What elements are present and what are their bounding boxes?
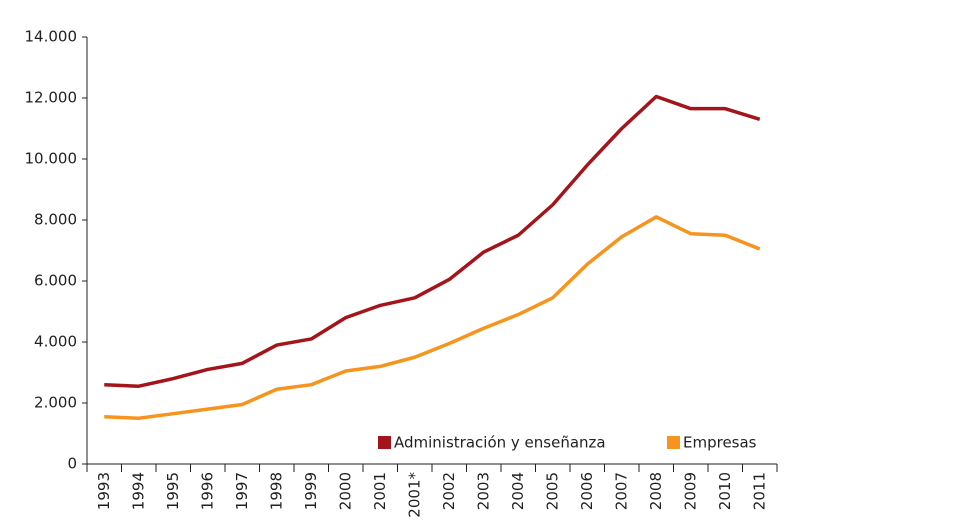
y-tick-label: 8.000 [34, 211, 77, 229]
x-tick-label: 2003 [474, 472, 492, 510]
x-tick-label: 1997 [233, 472, 251, 510]
x-tick-label: 1993 [95, 472, 113, 510]
y-tick-label: 0 [67, 455, 77, 473]
x-tick-label: 2000 [336, 472, 354, 510]
x-tick-label: 2011 [750, 472, 768, 510]
x-tick-label: 1996 [198, 472, 216, 510]
x-tick-label: 2009 [681, 472, 699, 510]
y-tick-label: 6.000 [34, 272, 77, 290]
x-tick-label: 1995 [164, 472, 182, 510]
x-tick-label: 1994 [129, 472, 147, 510]
legend-swatch [378, 436, 391, 449]
x-tick-label: 2008 [647, 472, 665, 510]
x-tick-label: 2004 [509, 472, 527, 510]
x-tick-label: 2005 [543, 472, 561, 510]
legend-swatch [667, 436, 680, 449]
line [104, 94, 761, 388]
x-tick-label: 2001 [371, 472, 389, 510]
y-tick-label: 4.000 [34, 333, 77, 351]
legend-label: Empresas [683, 434, 757, 452]
x-tick-label: 1998 [267, 472, 285, 510]
x-tick-label: 2006 [578, 472, 596, 510]
y-tick-label: 14.000 [25, 28, 78, 46]
y-tick-label: 2.000 [34, 394, 77, 412]
y-tick-label: 10.000 [25, 150, 78, 168]
x-tick-label: 2010 [716, 472, 734, 510]
legend-label: Administración y enseñanza [394, 434, 606, 452]
y-tick-label: 12.000 [25, 89, 78, 107]
line [104, 215, 761, 420]
x-tick-label: 2007 [612, 472, 630, 510]
x-tick-label: 2002 [440, 472, 458, 510]
x-tick-label: 1999 [302, 472, 320, 510]
x-tick-label: 2001* [405, 472, 423, 518]
